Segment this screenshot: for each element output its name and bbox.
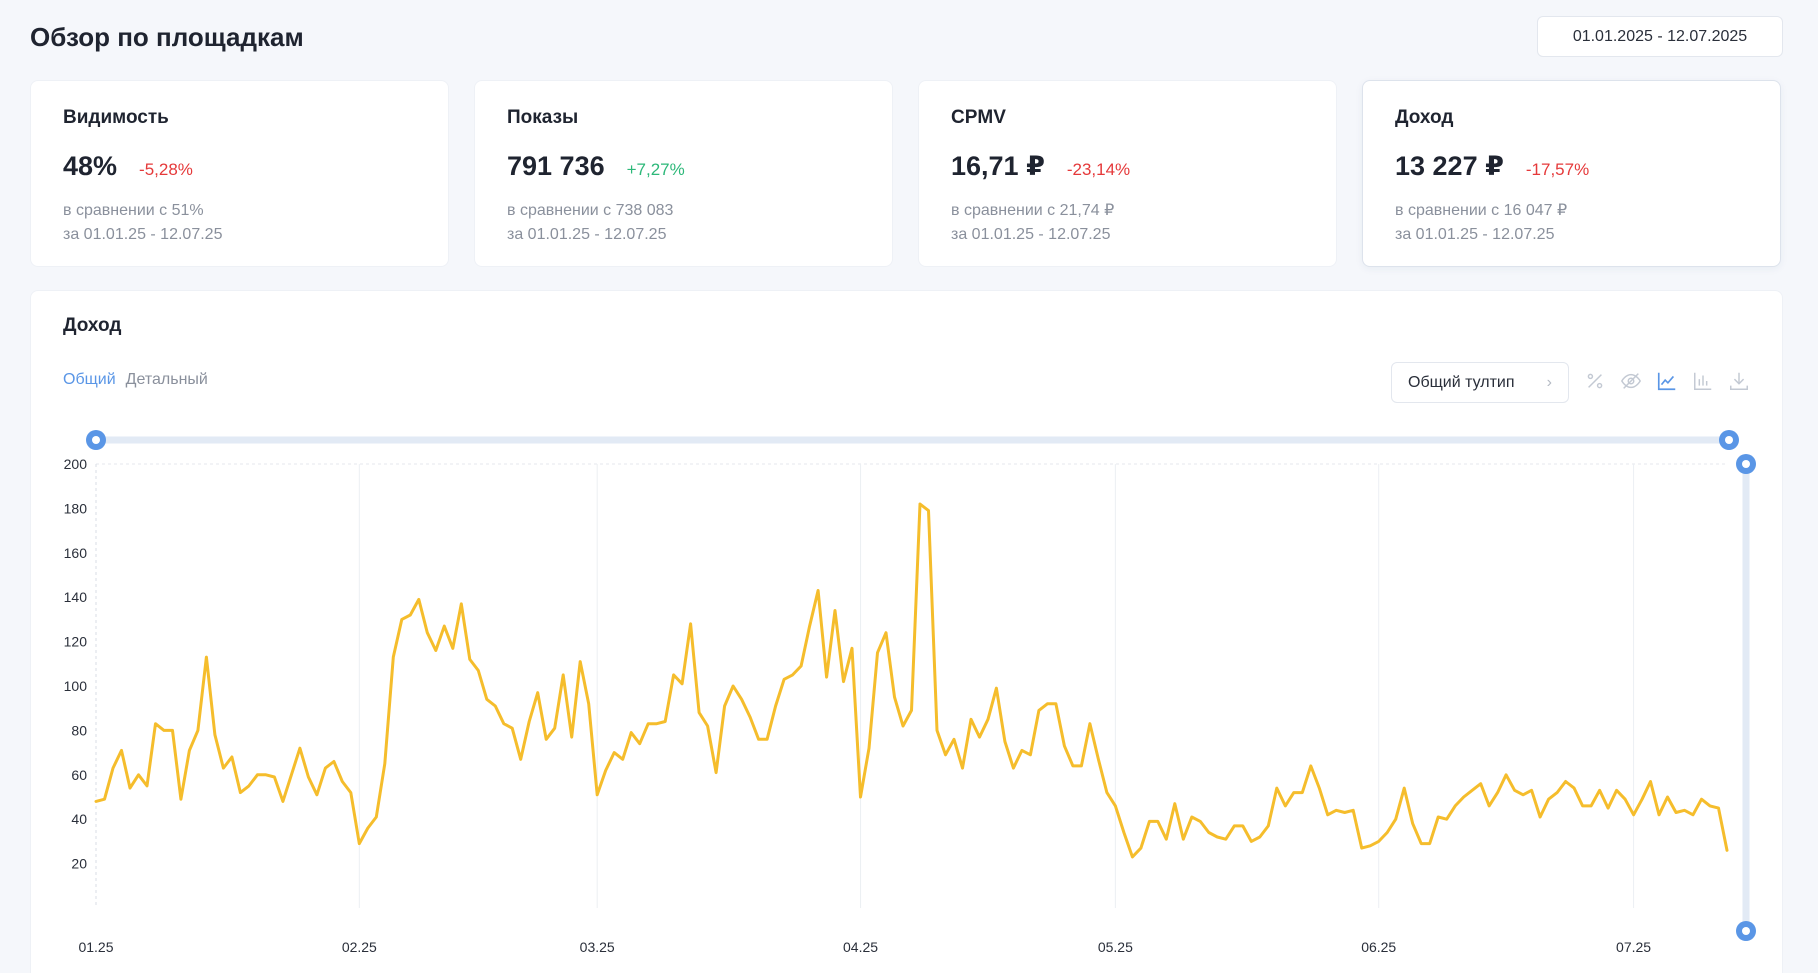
eye-off-icon[interactable] (1619, 369, 1643, 393)
card-period-text: за 01.01.25 - 12.07.25 (1395, 226, 1555, 243)
y-tick-label: 80 (71, 722, 87, 738)
card-delta: +7,27% (626, 160, 685, 179)
metric-card-impressions[interactable]: Показы 791 736 +7,27% в сравнении с 738 … (474, 80, 893, 267)
x-tick-label: 02.25 (342, 939, 377, 955)
y-tick-label: 100 (64, 678, 88, 694)
series-line (94, 502, 1729, 859)
card-comparison: в сравнении с 21,74 ₽ за 01.01.25 - 12.0… (951, 199, 1114, 247)
y-tick-label: 140 (64, 589, 88, 605)
y-range-handle-top[interactable] (1736, 454, 1756, 474)
y-tick-label: 160 (64, 545, 88, 561)
card-compare-text: в сравнении с 51% (63, 202, 204, 219)
download-icon[interactable] (1727, 369, 1751, 393)
card-period-text: за 01.01.25 - 12.07.25 (507, 226, 667, 243)
tab-detailed[interactable]: Детальный (125, 371, 208, 388)
card-value-number: 48% (63, 151, 118, 181)
y-tick-label: 200 (64, 456, 88, 472)
chart-panel-title: Доход (63, 315, 122, 336)
x-tick-label: 03.25 (580, 939, 615, 955)
x-range-handle-end[interactable] (1719, 430, 1739, 450)
card-comparison: в сравнении с 16 047 ₽ за 01.01.25 - 12.… (1395, 199, 1567, 247)
card-value: 13 227 ₽ -17,57% (1395, 151, 1589, 182)
x-tick-label: 04.25 (843, 939, 878, 955)
card-period-text: за 01.01.25 - 12.07.25 (63, 226, 223, 243)
card-title: Доход (1395, 107, 1454, 128)
date-range-picker[interactable]: 01.01.2025 - 12.07.2025 (1537, 16, 1783, 57)
card-value: 791 736 +7,27% (507, 151, 685, 182)
y-tick-label: 60 (71, 767, 87, 783)
x-tick-label: 05.25 (1098, 939, 1133, 955)
percent-icon[interactable] (1583, 369, 1607, 393)
revenue-chart-panel: Доход Общий Детальный Общий тултип › (30, 290, 1783, 973)
chevron-right-icon: › (1546, 373, 1552, 391)
metric-card-visibility[interactable]: Видимость 48% -5,28% в сравнении с 51% з… (30, 80, 449, 267)
metric-card-revenue[interactable]: Доход 13 227 ₽ -17,57% в сравнении с 16 … (1362, 80, 1781, 267)
chart-toolbar (1583, 369, 1751, 393)
card-value: 48% -5,28% (63, 151, 193, 182)
y-tick-label: 20 (71, 856, 87, 872)
card-period-text: за 01.01.25 - 12.07.25 (951, 226, 1111, 243)
y-tick-label: 40 (71, 811, 87, 827)
y-tick-label: 180 (64, 500, 88, 516)
card-title: Показы (507, 107, 579, 128)
card-value: 16,71 ₽ -23,14% (951, 151, 1130, 182)
card-value-number: 791 736 (507, 151, 605, 181)
x-tick-label: 01.25 (78, 939, 113, 955)
card-value-number: 13 227 ₽ (1395, 151, 1504, 181)
bar-chart-icon[interactable] (1691, 369, 1715, 393)
card-title: CPMV (951, 107, 1006, 128)
card-value-number: 16,71 ₽ (951, 151, 1045, 181)
y-tick-label: 120 (64, 634, 88, 650)
x-tick-label: 06.25 (1361, 939, 1396, 955)
card-title: Видимость (63, 107, 169, 128)
x-tick-label: 07.25 (1616, 939, 1651, 955)
chart-view-tabs: Общий Детальный (63, 371, 208, 389)
card-compare-text: в сравнении с 738 083 (507, 202, 674, 219)
tooltip-mode-label: Общий тултип (1408, 373, 1515, 391)
y-range-handle-bottom[interactable] (1736, 921, 1756, 941)
metric-card-cpmv[interactable]: CPMV 16,71 ₽ -23,14% в сравнении с 21,74… (918, 80, 1337, 267)
tab-general[interactable]: Общий (63, 371, 116, 388)
page-title: Обзор по площадкам (30, 22, 304, 52)
card-delta: -23,14% (1066, 160, 1131, 179)
line-chart-icon[interactable] (1655, 369, 1679, 393)
tooltip-mode-button[interactable]: Общий тултип › (1391, 362, 1569, 403)
card-delta: -17,57% (1525, 160, 1590, 179)
card-compare-text: в сравнении с 21,74 ₽ (951, 202, 1115, 219)
card-comparison: в сравнении с 51% за 01.01.25 - 12.07.25 (63, 199, 222, 247)
x-range-handle-start[interactable] (86, 430, 106, 450)
card-delta: -5,28% (139, 160, 193, 179)
card-comparison: в сравнении с 738 083 за 01.01.25 - 12.0… (507, 199, 673, 247)
card-compare-text: в сравнении с 16 047 ₽ (1395, 202, 1568, 219)
